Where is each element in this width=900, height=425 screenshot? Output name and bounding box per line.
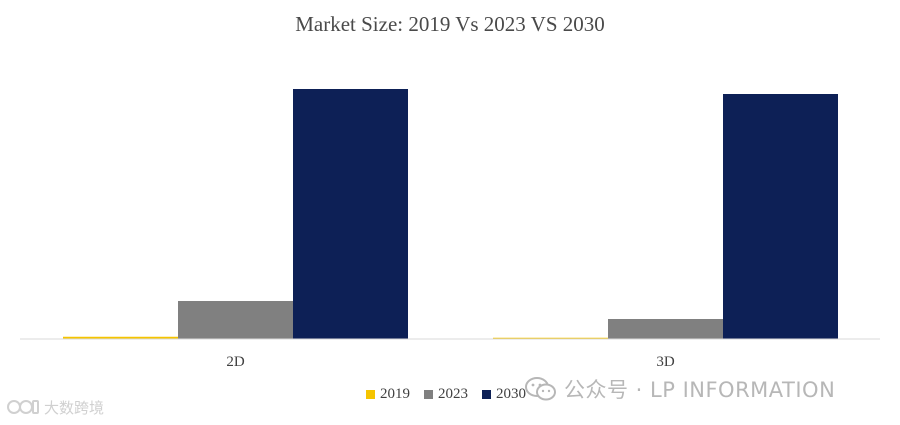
bar-3d-2019: [493, 337, 608, 339]
legend-item-2030: 2030: [482, 386, 526, 403]
legend-item-2023: 2023: [424, 386, 468, 403]
legend-label-2023: 2023: [438, 386, 468, 402]
watermark-lp-information: 公众号 · LP INFORMATION: [524, 374, 835, 404]
logo-icon: [7, 400, 39, 414]
watermark-dashu: 大数跨境: [6, 396, 104, 418]
x-tick-label-3d: 3D: [656, 354, 675, 370]
bar-2d-2019: [63, 336, 178, 339]
bar-2d-2023: [178, 301, 293, 339]
legend-item-2019: 2019: [366, 386, 410, 403]
legend-swatch-2019: [366, 390, 375, 399]
wechat-icon: [525, 377, 556, 401]
x-tick-label-2d: 2D: [226, 354, 245, 370]
bar-2d-2030: [293, 89, 408, 339]
legend-label-2030: 2030: [496, 386, 526, 402]
legend: 2019 2023 2030: [366, 386, 540, 403]
watermark-left-text: 大数跨境: [44, 398, 105, 417]
legend-swatch-2030: [482, 390, 491, 399]
legend-label-2019: 2019: [380, 386, 410, 402]
bar-3d-2023: [608, 319, 723, 339]
watermark-right-text: 公众号 · LP INFORMATION: [564, 378, 836, 402]
chart-title: Market Size: 2019 Vs 2023 VS 2030: [295, 12, 605, 36]
legend-swatch-2023: [424, 390, 433, 399]
bar-3d-2030: [723, 94, 838, 339]
